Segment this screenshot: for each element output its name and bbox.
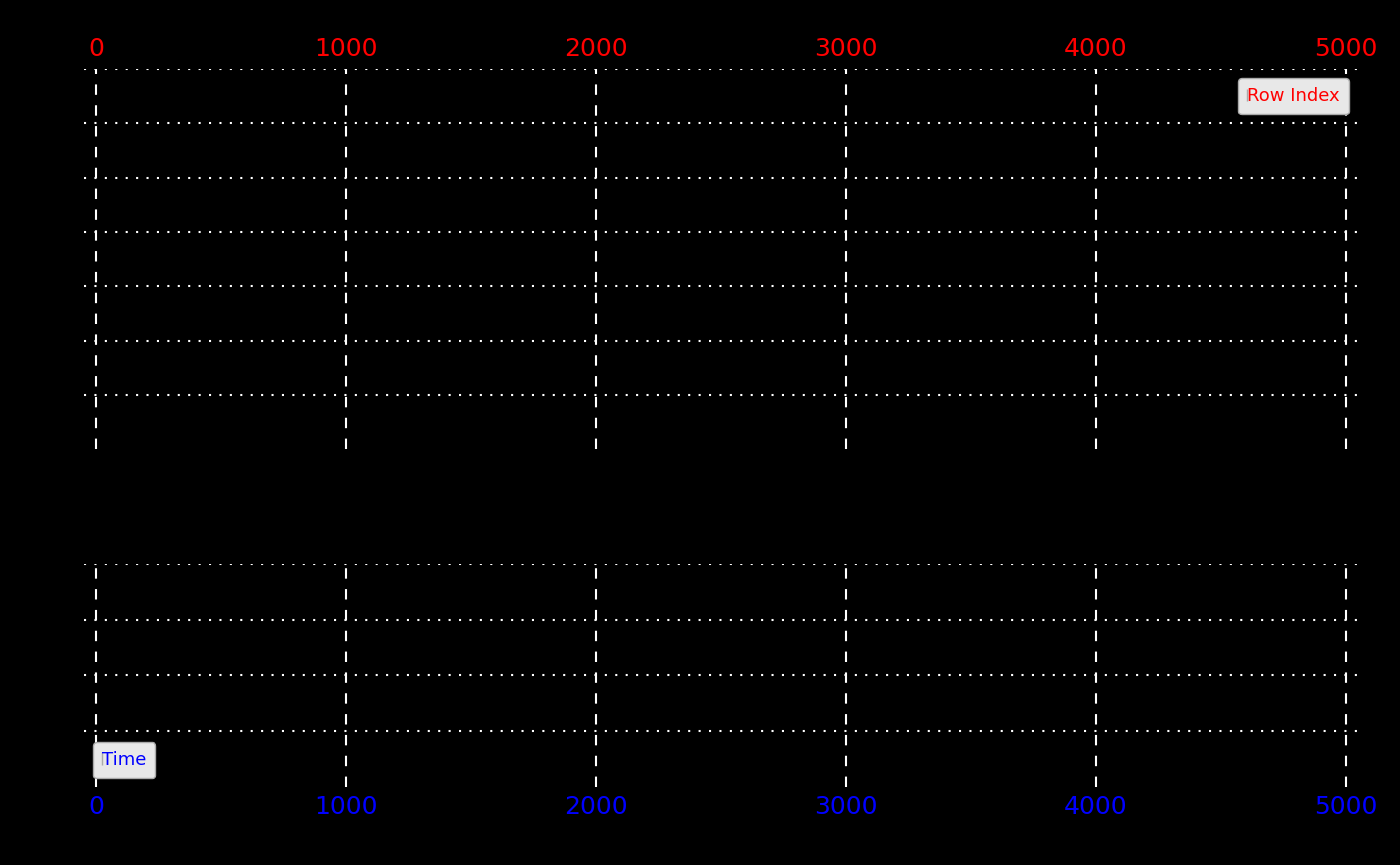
Legend: Time: Time — [92, 742, 155, 778]
Legend: Row Index: Row Index — [1238, 78, 1350, 114]
